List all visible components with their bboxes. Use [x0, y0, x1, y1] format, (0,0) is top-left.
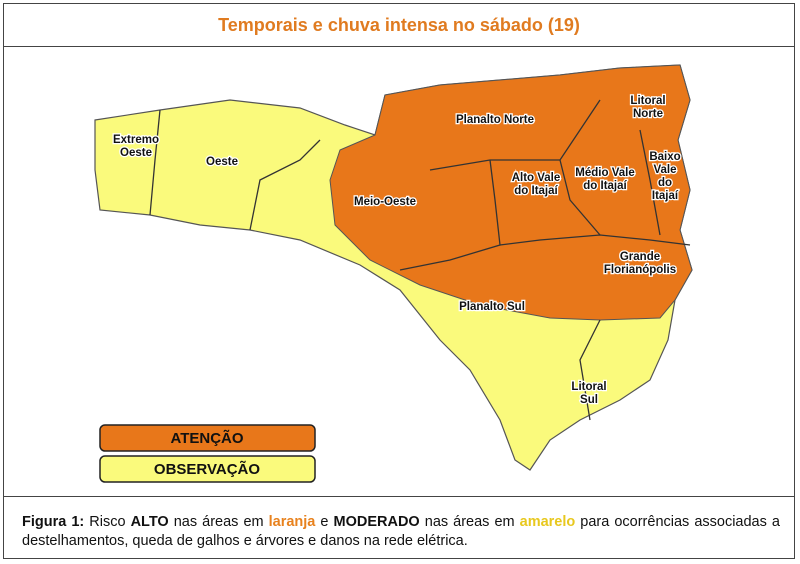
- region-label: Extremo: [113, 134, 159, 146]
- caption-run: Figura 1:: [22, 514, 85, 530]
- caption-run: nas áreas em: [168, 514, 269, 530]
- region-label: Vale: [653, 164, 676, 176]
- caption-run: e: [315, 514, 334, 530]
- legend-swatch: [99, 455, 316, 483]
- region-label: Sul: [580, 394, 598, 406]
- region-label: Baixo: [649, 151, 680, 163]
- caption-run: Risco: [84, 514, 131, 530]
- region-label: Florianópolis: [604, 264, 676, 276]
- region-label: Oeste: [206, 156, 238, 168]
- region-label: Meio-Oeste: [354, 196, 416, 208]
- frame: Temporais e chuva intensa no sábado (19)…: [3, 3, 795, 559]
- region-label: Norte: [633, 108, 663, 120]
- caption-run: amarelo: [519, 514, 576, 530]
- area-orange: [329, 64, 693, 321]
- region-label: Itajaí: [652, 190, 679, 202]
- region-label: do Itajaí: [583, 180, 627, 192]
- caption-run: para ocorrências associadas a destelhame…: [22, 514, 780, 549]
- caption-run: laranja: [268, 514, 316, 530]
- legend-swatch: [99, 424, 316, 452]
- region-label: Planalto Norte: [456, 114, 534, 126]
- caption-run: ALTO: [130, 514, 169, 530]
- caption: Figura 1: Risco ALTO nas áreas em laranj…: [4, 496, 794, 558]
- region-label: Litoral: [571, 381, 606, 393]
- caption-run: MODERADO: [333, 514, 420, 530]
- region-label: do: [658, 177, 672, 189]
- caption-run: nas áreas em: [419, 514, 520, 530]
- region-label: Planalto Sul: [459, 301, 525, 313]
- region-label: Grande: [620, 251, 660, 263]
- region-label: Oeste: [120, 147, 152, 159]
- region-label: Alto Vale: [512, 172, 561, 184]
- legend-label: OBSERVAÇÃO: [154, 460, 260, 478]
- region-label: Médio Vale: [575, 167, 634, 179]
- region-borders: [149, 99, 691, 421]
- legend-label: ATENÇÃO: [170, 429, 243, 447]
- title: Temporais e chuva intensa no sábado (19): [4, 4, 794, 47]
- region-label: Litoral: [630, 95, 665, 107]
- region-label: do Itajaí: [514, 185, 558, 197]
